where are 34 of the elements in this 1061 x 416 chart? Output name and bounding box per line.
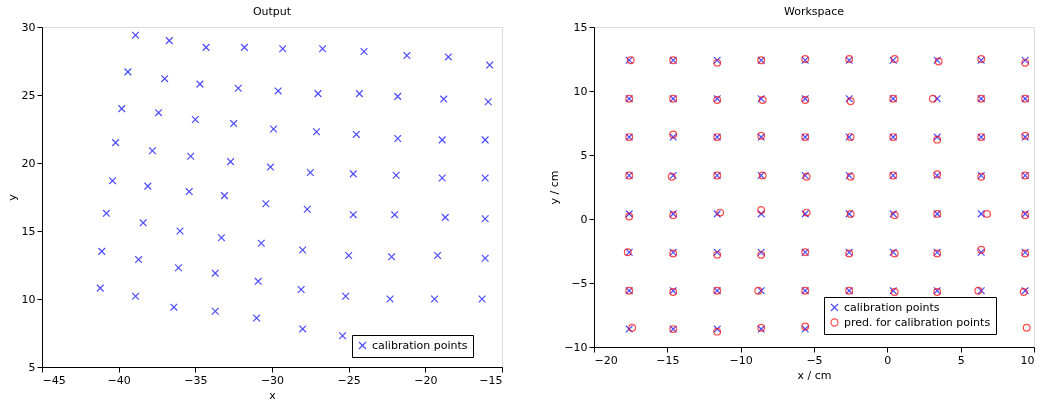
x-tick-label: −15 xyxy=(656,353,680,367)
x-axis-title: x / cm xyxy=(797,368,832,382)
x-tick-label: 0 xyxy=(884,353,892,367)
legend-label: calibration points xyxy=(844,300,940,314)
legend-label: pred. for calibration points xyxy=(844,315,991,329)
y-tick-label: −5 xyxy=(571,276,588,290)
x-tick-label: −20 xyxy=(594,353,618,367)
y-tick-label: 15 xyxy=(21,224,36,238)
x-tick-label: −5 xyxy=(806,353,823,367)
y-tick-label: 0 xyxy=(580,212,588,226)
y-tick-label: 10 xyxy=(21,292,36,306)
x-tick-label: −35 xyxy=(184,373,208,387)
x-tick-label: −30 xyxy=(260,373,285,387)
legend-label: calibration points xyxy=(372,338,468,352)
x-tick-label: −40 xyxy=(107,373,131,387)
y-tick-label: 10 xyxy=(573,84,588,98)
x-tick-label: −15 xyxy=(479,373,503,387)
x-tick-label: −25 xyxy=(337,373,361,387)
y-tick-label: 15 xyxy=(573,20,588,34)
chart-title: Workspace xyxy=(783,5,845,18)
y-tick-label: 5 xyxy=(580,148,588,162)
x-tick-label: 10 xyxy=(1020,353,1035,367)
y-tick-label: −10 xyxy=(564,340,588,354)
y-axis-title: y / cm xyxy=(548,170,562,205)
x-tick-label: 5 xyxy=(957,353,965,367)
y-axis-title: y xyxy=(5,193,19,201)
x-axis-title: x xyxy=(269,388,277,402)
x-tick-label: −45 xyxy=(42,373,66,387)
y-tick-label: 25 xyxy=(21,88,36,102)
x-tick-label: −10 xyxy=(729,353,753,367)
y-tick-label: 20 xyxy=(21,156,36,170)
chart-title: Output xyxy=(252,5,292,18)
x-tick-label: −20 xyxy=(414,373,438,387)
y-tick-label: 30 xyxy=(21,20,36,34)
